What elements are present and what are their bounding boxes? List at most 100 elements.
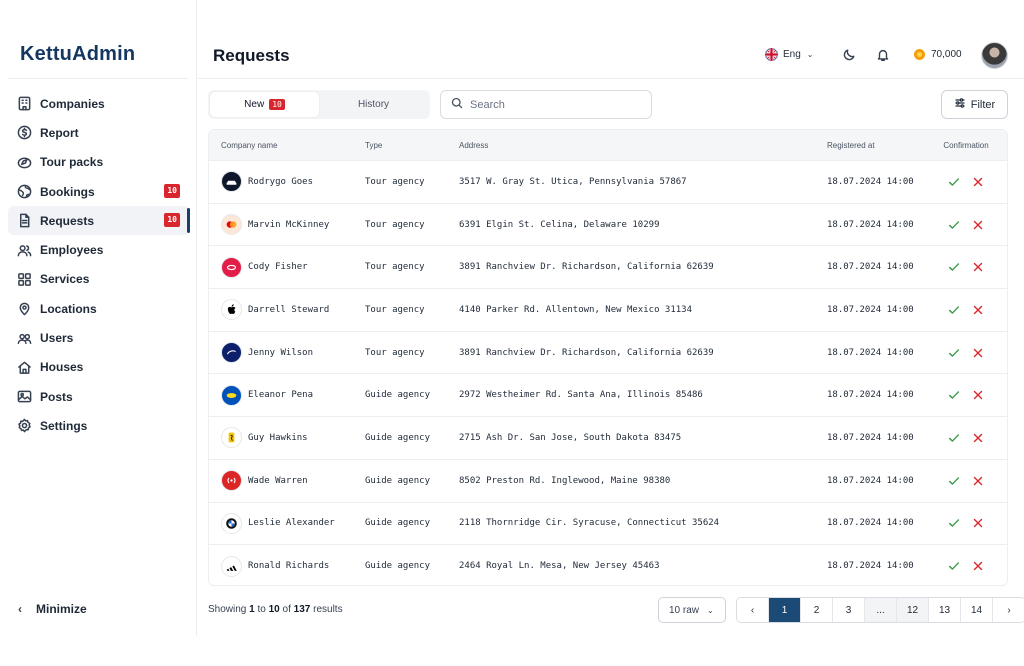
app-logo[interactable]: KettuAdmin: [20, 43, 136, 65]
next-page-button[interactable]: ›: [993, 598, 1024, 622]
page-button-3[interactable]: 3: [833, 598, 865, 622]
sidebar-item-label: Employees: [40, 243, 104, 258]
language-label: Eng: [783, 49, 801, 60]
count-badge: 10: [164, 183, 180, 198]
sidebar-item-houses[interactable]: Houses: [8, 353, 190, 382]
red-signal-logo: [221, 470, 242, 492]
reject-x-icon[interactable]: [971, 175, 985, 189]
table-row[interactable]: Guy Hawkins Guide agency 2715 Ash Dr. Sa…: [209, 416, 1007, 459]
company-name: Cody Fisher: [248, 262, 308, 273]
building-icon: [17, 96, 32, 111]
sidebar-item-report[interactable]: Report: [8, 118, 190, 147]
moon-icon[interactable]: [842, 48, 856, 62]
reject-x-icon[interactable]: [971, 431, 985, 445]
search-input[interactable]: [470, 98, 640, 111]
column-header-type[interactable]: Type: [365, 140, 383, 150]
coin-balance[interactable]: 70,000: [914, 49, 962, 60]
search-icon: [451, 96, 470, 114]
avatar[interactable]: [981, 42, 1008, 69]
location-pin-icon: [17, 301, 32, 316]
approve-check-icon[interactable]: [947, 388, 961, 402]
sidebar-item-users[interactable]: Users: [8, 323, 190, 352]
company-type: Guide agency: [365, 390, 431, 401]
reject-x-icon[interactable]: [971, 303, 985, 317]
gear-icon: [17, 418, 32, 433]
reject-x-icon[interactable]: [971, 559, 985, 573]
page-button-12[interactable]: 12: [897, 598, 929, 622]
confirmation-actions: [925, 346, 1007, 360]
table-row[interactable]: Eleanor Pena Guide agency 2972 Westheime…: [209, 373, 1007, 416]
reject-x-icon[interactable]: [971, 260, 985, 274]
prev-page-button[interactable]: ‹: [737, 598, 769, 622]
page-button-2[interactable]: 2: [801, 598, 833, 622]
registered-date: 18.07.2024 14:00: [827, 262, 914, 273]
table-row[interactable]: Rodrygo Goes Tour agency 3517 W. Gray St…: [209, 160, 1007, 203]
users-icon: [17, 243, 32, 258]
range-start: 1: [249, 604, 255, 615]
chevron-left-icon: ‹: [750, 604, 755, 616]
sidebar-item-settings[interactable]: Settings: [8, 411, 190, 440]
approve-check-icon[interactable]: [947, 303, 961, 317]
user-group-icon: [17, 331, 32, 346]
sidebar-item-locations[interactable]: Locations: [8, 294, 190, 323]
adidas-logo: [221, 555, 242, 577]
sidebar-item-label: Users: [40, 331, 74, 346]
table-row[interactable]: Ronald Richards Guide agency 2464 Royal …: [209, 544, 1007, 585]
page-button-13[interactable]: 13: [929, 598, 961, 622]
column-header-registered-at[interactable]: Registered at: [827, 140, 875, 150]
column-header-address[interactable]: Address: [459, 140, 489, 150]
sidebar-item-companies[interactable]: Companies: [8, 89, 190, 118]
language-selector[interactable]: Eng ⌄: [765, 48, 814, 61]
table-row[interactable]: Marvin McKinney Tour agency 6391 Elgin S…: [209, 202, 1007, 246]
sidebar-item-requests[interactable]: Requests 10: [8, 206, 190, 236]
reject-x-icon[interactable]: [971, 474, 985, 488]
approve-check-icon[interactable]: [947, 516, 961, 530]
confirmation-actions: [925, 218, 1007, 232]
reject-x-icon[interactable]: [971, 218, 985, 232]
sidebar-item-label: Services: [40, 272, 90, 287]
pagination: ‹ 1 2 3 ... 12 13 14 ›: [736, 597, 1024, 623]
table-row[interactable]: Darrell Steward Tour agency 4140 Parker …: [209, 288, 1007, 331]
approve-check-icon[interactable]: [947, 260, 961, 274]
minimize-button[interactable]: ‹ Minimize: [18, 602, 87, 616]
approve-check-icon[interactable]: [947, 175, 961, 189]
table-row[interactable]: Wade Warren Guide agency 8502 Preston Rd…: [209, 458, 1007, 502]
company-type: Guide agency: [365, 475, 431, 486]
approve-check-icon[interactable]: [947, 346, 961, 360]
registered-date: 18.07.2024 14:00: [827, 561, 914, 572]
table-row[interactable]: Leslie Alexander Guide agency 2118 Thorn…: [209, 501, 1007, 545]
table-header: Company name Type Address Registered at …: [209, 130, 1007, 160]
approve-check-icon[interactable]: [947, 431, 961, 445]
company-name: Ronald Richards: [248, 561, 330, 572]
red-brand-logo: [221, 256, 242, 278]
filter-label: Filter: [970, 98, 996, 111]
company-type: Tour agency: [365, 304, 425, 315]
sidebar-item-employees[interactable]: Employees: [8, 235, 190, 264]
confirmation-actions: [925, 431, 1007, 445]
table-row[interactable]: Cody Fisher Tour agency 3891 Ranchview D…: [209, 245, 1007, 288]
filter-button[interactable]: Filter: [941, 90, 1008, 119]
column-header-company-name[interactable]: Company name: [221, 140, 278, 150]
tab-history[interactable]: History: [319, 92, 428, 117]
reject-x-icon[interactable]: [971, 346, 985, 360]
table-row[interactable]: Jenny Wilson Tour agency 3891 Ranchview …: [209, 330, 1007, 374]
sidebar-item-label: Bookings: [40, 184, 95, 199]
company-cell: Ronald Richards: [209, 555, 352, 577]
bell-icon[interactable]: [876, 48, 890, 62]
page-button-14[interactable]: 14: [961, 598, 993, 622]
sidebar-item-services[interactable]: Services: [8, 265, 190, 294]
sidebar-item-posts[interactable]: Posts: [8, 382, 190, 411]
company-name: Leslie Alexander: [248, 518, 335, 529]
company-name: Wade Warren: [248, 475, 308, 486]
sidebar-item-tour-packs[interactable]: Tour packs: [8, 148, 190, 177]
tab-new[interactable]: New 10: [210, 92, 319, 117]
approve-check-icon[interactable]: [947, 474, 961, 488]
reject-x-icon[interactable]: [971, 516, 985, 530]
sidebar-item-bookings[interactable]: Bookings 10: [8, 177, 190, 206]
approve-check-icon[interactable]: [947, 559, 961, 573]
rows-per-page-select[interactable]: 10 raw ⌄: [658, 597, 726, 623]
grid-icon: [17, 272, 32, 287]
reject-x-icon[interactable]: [971, 388, 985, 402]
approve-check-icon[interactable]: [947, 218, 961, 232]
page-button-1[interactable]: 1: [769, 598, 801, 622]
